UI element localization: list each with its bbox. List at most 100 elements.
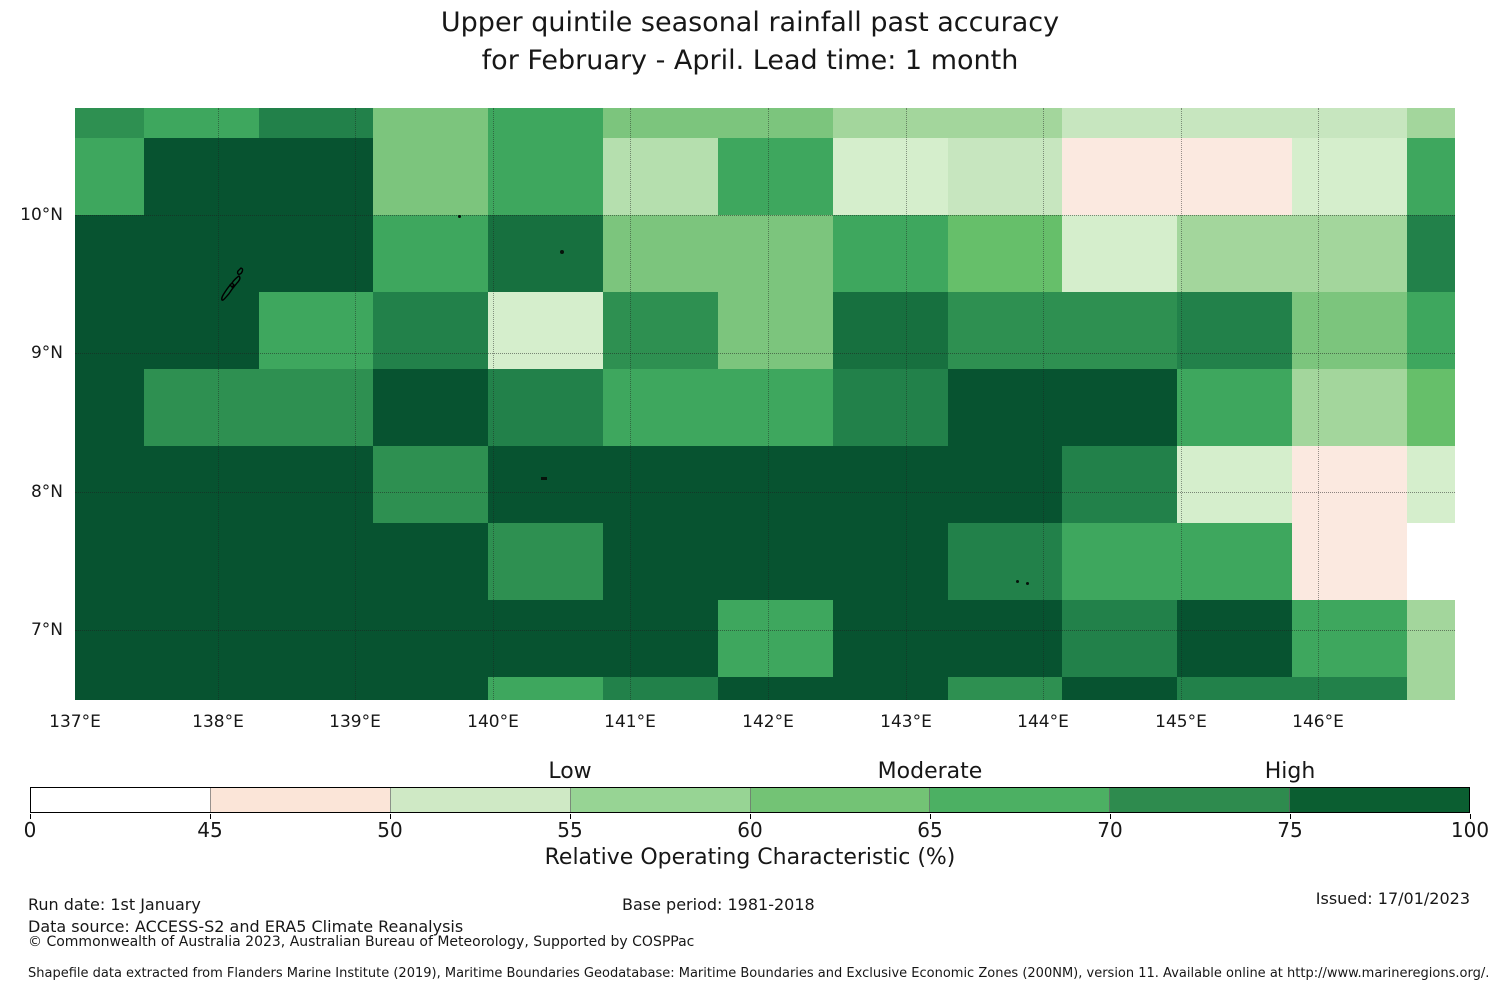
latitude-gridline bbox=[75, 492, 1455, 493]
heatmap-cell bbox=[1062, 523, 1177, 600]
colorbar-tick-label: 55 bbox=[557, 818, 583, 842]
heatmap-cell bbox=[603, 292, 718, 369]
heatmap-cell bbox=[1407, 292, 1455, 369]
heatmap-cell bbox=[1062, 446, 1177, 523]
colorbar-tick-label: 0 bbox=[23, 818, 37, 842]
colorbar-segment bbox=[749, 788, 930, 812]
heatmap-cell bbox=[833, 446, 948, 523]
colorbar-tick-mark bbox=[930, 814, 931, 819]
heatmap-cell bbox=[718, 523, 833, 600]
longitude-gridline bbox=[906, 108, 907, 700]
heatmap-cell bbox=[373, 523, 488, 600]
heatmap-cell bbox=[488, 292, 603, 369]
heatmap-cell bbox=[1177, 138, 1292, 215]
heatmap-cell bbox=[1407, 446, 1455, 523]
heatmap-cell bbox=[1292, 523, 1407, 600]
heatmap-cell bbox=[373, 138, 488, 215]
heatmap-cell bbox=[144, 446, 259, 523]
heatmap-cell bbox=[144, 292, 259, 369]
colorbar-tick-label: 65 bbox=[917, 818, 943, 842]
heatmap-cell bbox=[1407, 600, 1455, 677]
heatmap-cell bbox=[1177, 523, 1292, 600]
heatmap-cell bbox=[603, 215, 718, 292]
heatmap-cell bbox=[833, 677, 948, 700]
heatmap-cell bbox=[718, 369, 833, 446]
colorbar-tick-mark bbox=[210, 814, 211, 819]
heatmap-cell bbox=[1062, 369, 1177, 446]
heatmap-cell bbox=[488, 108, 603, 138]
colorbar-category-label: High bbox=[1264, 759, 1316, 784]
heatmap-cell bbox=[948, 446, 1062, 523]
longitude-gridline bbox=[355, 108, 356, 700]
colorbar-category-label: Moderate bbox=[877, 759, 983, 784]
heatmap-cell bbox=[144, 138, 259, 215]
heatmap-cell bbox=[1407, 108, 1455, 138]
longitude-gridline bbox=[1043, 108, 1044, 700]
x-tick-label: 139°E bbox=[329, 712, 381, 732]
heatmap-cell bbox=[948, 108, 1062, 138]
heatmap-cell bbox=[1062, 600, 1177, 677]
colorbar-tick-label: 100 bbox=[1450, 818, 1490, 842]
heatmap-cell bbox=[75, 108, 144, 138]
heatmap-cell bbox=[948, 600, 1062, 677]
heatmap-cell bbox=[373, 677, 488, 700]
colorbar-tick-label: 60 bbox=[737, 818, 763, 842]
colorbar-axis-label: Relative Operating Characteristic (%) bbox=[544, 845, 956, 870]
heatmap-cell bbox=[948, 523, 1062, 600]
heatmap-cell bbox=[1407, 138, 1455, 215]
heatmap-cell bbox=[1407, 677, 1455, 700]
x-tick-label: 141°E bbox=[604, 712, 656, 732]
longitude-gridline bbox=[768, 108, 769, 700]
colorbar-tick-label: 75 bbox=[1277, 818, 1303, 842]
longitude-gridline bbox=[218, 108, 219, 700]
heatmap-cell bbox=[75, 446, 144, 523]
colorbar-tick-mark bbox=[390, 814, 391, 819]
colorbar-tick-label: 70 bbox=[1097, 818, 1123, 842]
heatmap-cell bbox=[1062, 108, 1177, 138]
shapefile-note-text: Shapefile data extracted from Flanders M… bbox=[28, 966, 1490, 981]
base-period-text: Base period: 1981-2018 bbox=[622, 895, 815, 914]
island-dot bbox=[560, 250, 564, 254]
heatmap-cell bbox=[488, 523, 603, 600]
heatmap-cell bbox=[144, 600, 259, 677]
heatmap-cell bbox=[718, 138, 833, 215]
colorbar-tick-mark bbox=[570, 814, 571, 819]
heatmap-cell bbox=[1292, 600, 1407, 677]
heatmap-cell bbox=[1177, 369, 1292, 446]
heatmap-cell bbox=[833, 369, 948, 446]
run-date-text: Run date: 1st January bbox=[28, 895, 201, 914]
heatmap-cell bbox=[948, 215, 1062, 292]
heatmap-cell bbox=[488, 600, 603, 677]
heatmap-cell bbox=[373, 108, 488, 138]
heatmap-cell bbox=[259, 138, 373, 215]
heatmap-cell bbox=[948, 369, 1062, 446]
heatmap-cell bbox=[144, 523, 259, 600]
island-dot bbox=[458, 215, 461, 218]
heatmap-cell bbox=[144, 369, 259, 446]
heatmap-cell bbox=[603, 677, 718, 700]
heatmap-cell bbox=[603, 446, 718, 523]
data-source-text: Data source: ACCESS-S2 and ERA5 Climate … bbox=[28, 917, 464, 936]
page-title: Upper quintile seasonal rainfall past ac… bbox=[0, 4, 1500, 80]
heatmap-cell bbox=[75, 369, 144, 446]
heatmap-cell bbox=[1292, 108, 1407, 138]
heatmap-cell bbox=[948, 138, 1062, 215]
heatmap-cell bbox=[718, 292, 833, 369]
heatmap-cell bbox=[259, 600, 373, 677]
heatmap-cell bbox=[948, 677, 1062, 700]
heatmap-cell bbox=[144, 677, 259, 700]
heatmap-cell bbox=[488, 138, 603, 215]
latitude-gridline bbox=[75, 630, 1455, 631]
heatmap-cell bbox=[603, 369, 718, 446]
x-tick-label: 137°E bbox=[49, 712, 101, 732]
heatmap-cell bbox=[75, 215, 144, 292]
heatmap-cell bbox=[1292, 292, 1407, 369]
heatmap-cell bbox=[718, 215, 833, 292]
heatmap-cell bbox=[75, 138, 144, 215]
heatmap-cell bbox=[259, 677, 373, 700]
heatmap-cell bbox=[259, 369, 373, 446]
heatmap-cell bbox=[1407, 215, 1455, 292]
heatmap-cell bbox=[718, 677, 833, 700]
heatmap-cell bbox=[75, 677, 144, 700]
heatmap-cell bbox=[1062, 292, 1177, 369]
